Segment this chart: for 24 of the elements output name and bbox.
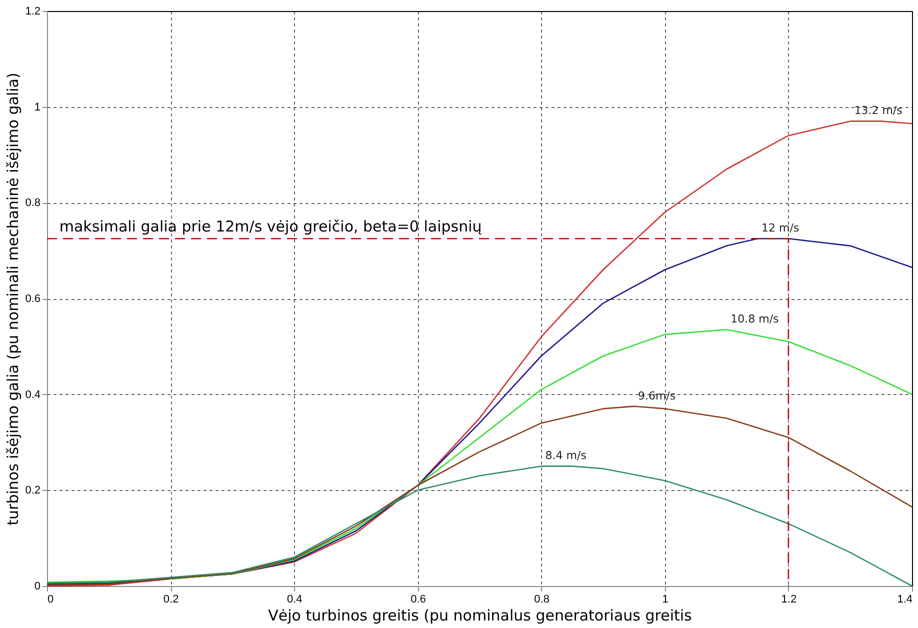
series-label: 12 m/s bbox=[762, 222, 800, 235]
x-tick-label: 0.8 bbox=[534, 594, 550, 606]
series-label: 10.8 m/s bbox=[730, 312, 780, 326]
x-axis-title: Vėjo turbinos greitis (pu nominalus generatoriaus greitis bbox=[268, 606, 692, 624]
y-tick-label: 0.8 bbox=[25, 197, 40, 210]
x-tick-label: 1 bbox=[662, 594, 668, 606]
line-series bbox=[46, 328, 913, 583]
x-tick-label: 1.4 bbox=[897, 594, 912, 606]
y-tick-label: 0.4 bbox=[25, 388, 40, 401]
y-tick-label: 0.6 bbox=[25, 293, 40, 305]
y-axis-title: turbinos išėjimo galia (pu nominali mechaninė išėjimo galia) bbox=[4, 72, 22, 526]
y-tick-label: 1 bbox=[34, 101, 40, 114]
x-tick-label: 1.2 bbox=[781, 594, 797, 606]
series-label: 9.6m/s bbox=[638, 389, 676, 402]
y-tick-label: 1.2 bbox=[25, 6, 40, 18]
series-label: 8.4 m/s bbox=[545, 449, 587, 462]
series-label: 13.2 m/s bbox=[854, 104, 903, 118]
y-tick-label: 0 bbox=[34, 580, 40, 592]
x-tick-label: 0 bbox=[48, 594, 54, 606]
y-tick-label: 0.2 bbox=[25, 484, 40, 497]
x-tick-label: 0.4 bbox=[286, 594, 302, 606]
x-tick-label: 0.2 bbox=[163, 594, 179, 606]
x-tick-label: 0.6 bbox=[410, 594, 426, 606]
annotation: maksimali galia prie 12m/s vėjo greičio, beta=0 laipsnių bbox=[59, 218, 482, 236]
